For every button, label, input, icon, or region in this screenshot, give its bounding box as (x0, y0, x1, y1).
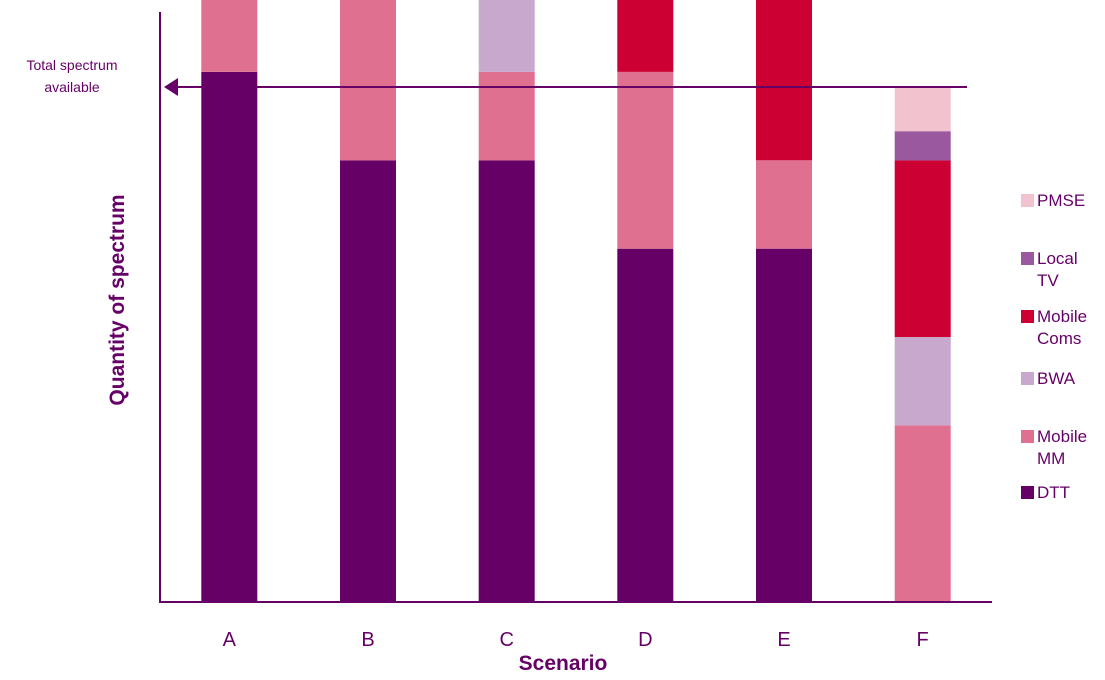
bar-segment-F-local-tv (894, 131, 951, 161)
bar-segment-A-mobile-mm (201, 0, 258, 72)
bar-segment-C-mobile-mm (478, 72, 535, 161)
bars-group (201, 0, 951, 603)
x-tick-labels: A B C D E F (223, 629, 929, 651)
legend-label-bwa: BWA (1037, 369, 1076, 388)
legend-label-mobile-coms-part-2: Coms (1037, 329, 1081, 348)
bar-segment-F-mobile-mm (894, 425, 951, 602)
annotation-line-1: Total spectrum (26, 57, 117, 73)
x-tick-label-F: F (917, 629, 929, 651)
x-axis-title: Scenario (519, 652, 608, 675)
legend-swatch-mobile-coms (1021, 310, 1034, 323)
x-tick-label-E: E (777, 629, 790, 651)
total-spectrum-line (164, 78, 967, 96)
legend-label-dtt: DTT (1037, 483, 1070, 502)
axes-group (159, 12, 992, 603)
bar-segment-D-mobile-mm (617, 72, 674, 249)
x-tick-label-D: D (638, 629, 652, 651)
bar-segment-C-dtt (478, 160, 535, 603)
bar-segment-C-bwa (478, 0, 535, 72)
total-spectrum-annotation: Total spectrum available (26, 57, 117, 95)
bar-segment-E-dtt (756, 248, 812, 602)
bar-segment-D-dtt (617, 248, 674, 602)
x-tick-label-B: B (361, 629, 374, 651)
legend: PMSE Local TV Mobile Coms BWA Mobile MM DTT (1021, 191, 1087, 502)
legend-label-mobile-mm-part-1: Mobile (1037, 427, 1087, 446)
annotation-line-2: available (44, 79, 99, 95)
y-axis-title: Quantity of spectrum (106, 194, 129, 405)
bar-segment-E-mobile-coms (756, 0, 812, 161)
legend-label-mobile-coms-part-1: Mobile (1037, 307, 1087, 326)
x-tick-label-C: C (499, 629, 513, 651)
bar-segment-B-dtt (340, 160, 396, 603)
legend-swatch-mobile-mm (1021, 430, 1034, 443)
x-tick-label-A: A (223, 629, 237, 651)
legend-swatch-pmse (1021, 194, 1034, 207)
legend-swatch-bwa (1021, 372, 1034, 385)
legend-label-local-tv-part-1: Local (1037, 249, 1078, 268)
bar-segment-F-mobile-coms (894, 160, 951, 337)
legend-label-pmse: PMSE (1037, 191, 1085, 210)
legend-label-mobile-mm-part-2: MM (1037, 449, 1065, 468)
bar-segment-F-bwa (894, 337, 951, 426)
bar-segment-A-dtt (201, 72, 258, 602)
bar-segment-D-mobile-coms (617, 0, 674, 72)
legend-swatch-local-tv (1021, 252, 1034, 265)
bar-segment-B-mobile-mm (340, 0, 396, 161)
arrow-left-icon (164, 78, 178, 96)
bar-segment-E-mobile-mm (756, 160, 812, 249)
legend-swatch-dtt (1021, 486, 1034, 499)
legend-label-local-tv-part-2: TV (1037, 271, 1059, 290)
bar-segment-F-pmse (894, 87, 951, 132)
